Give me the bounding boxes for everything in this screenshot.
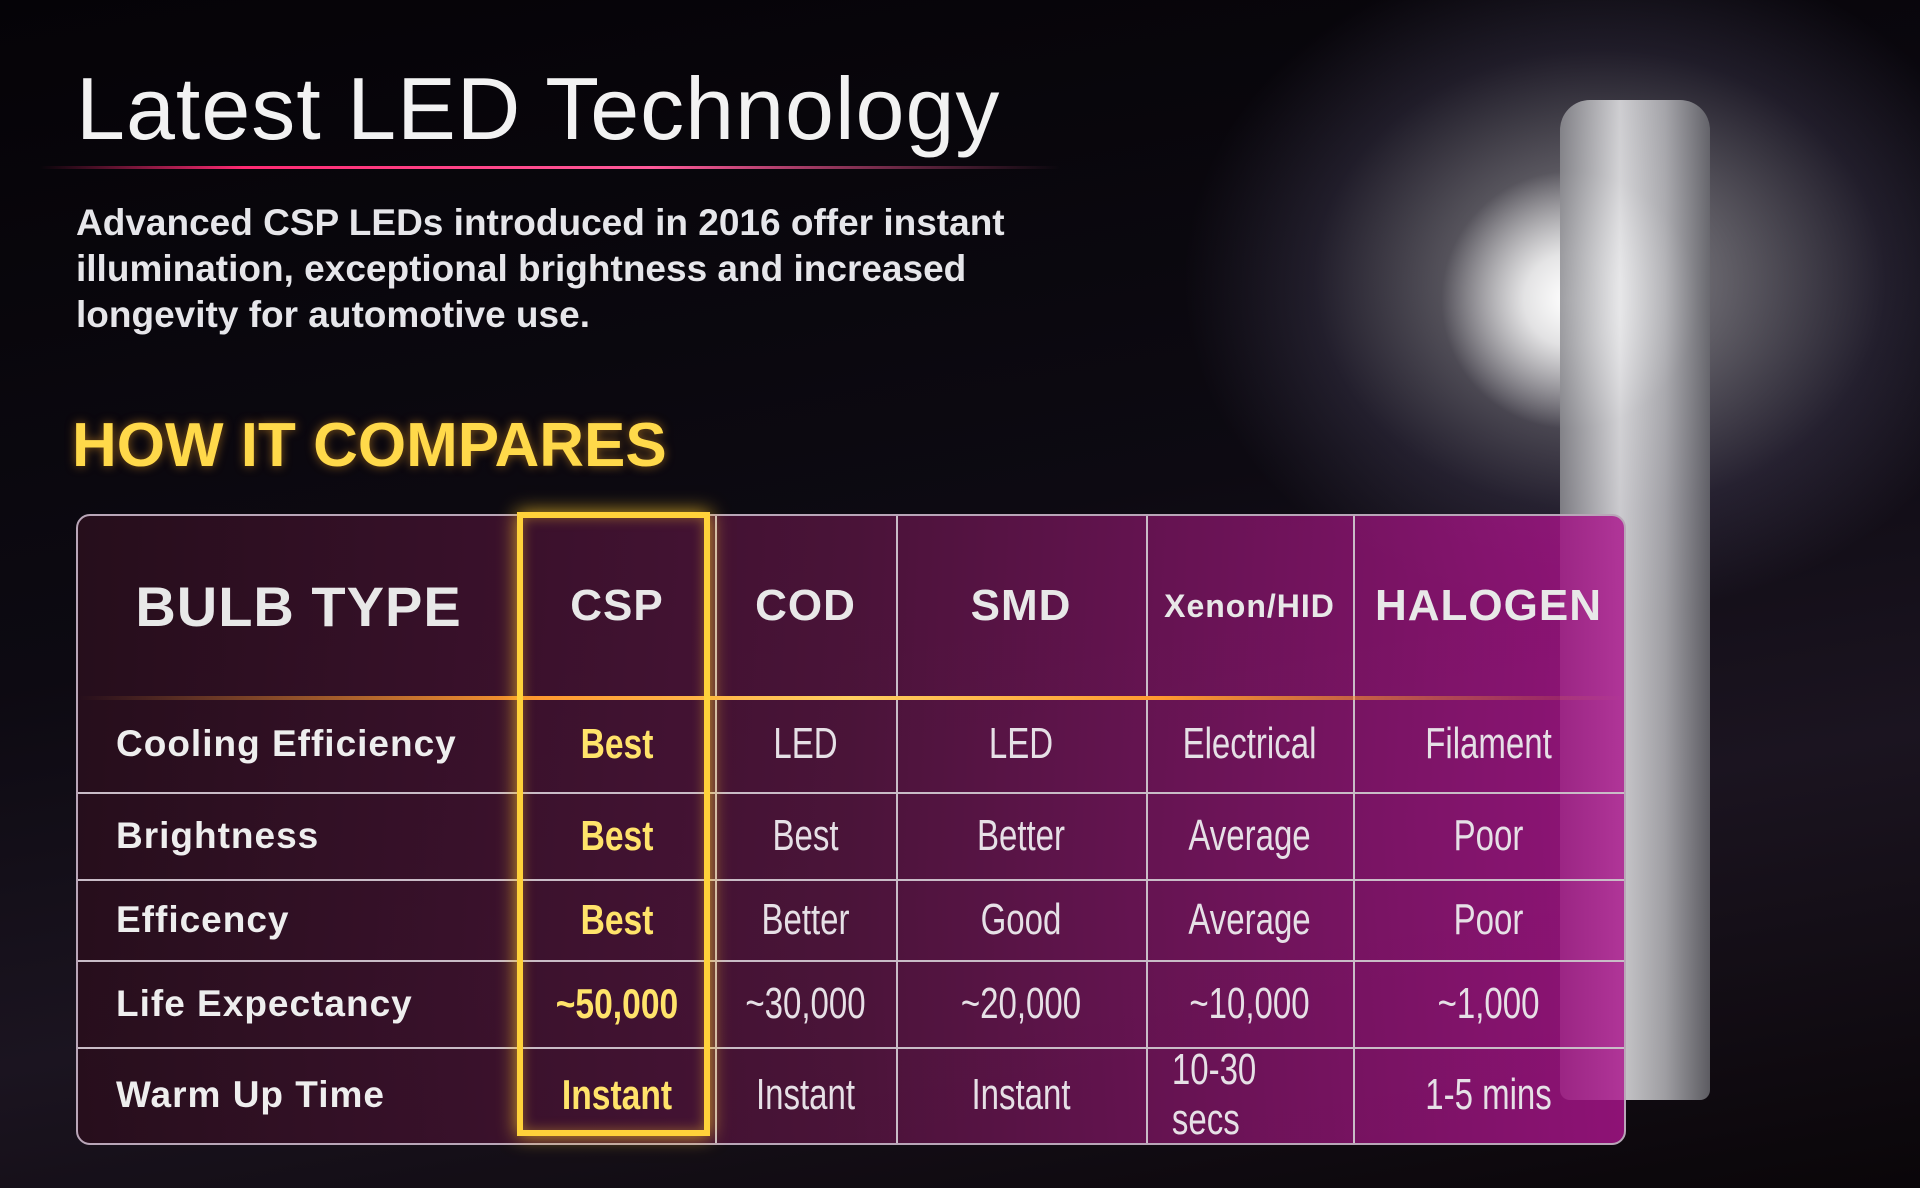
column-divider (896, 516, 898, 1143)
table-cell: Better (976, 810, 1066, 860)
table-cell: Average (1188, 894, 1311, 944)
table-cell: Instant (561, 1071, 673, 1118)
column-header: Xenon/HID (1164, 587, 1335, 624)
table-cell: ~1,000 (1437, 978, 1540, 1028)
highlight-box (517, 512, 710, 1136)
table-cell: LED (988, 719, 1054, 768)
table-cell: 10-30 secs (1171, 1045, 1257, 1144)
table-cell: Best (580, 895, 654, 943)
description-line: Advanced CSP LEDs introduced in 2016 off… (76, 202, 1005, 243)
description-line: illumination, exceptional brightness and… (76, 248, 967, 289)
table-cell: Filament (1425, 719, 1552, 768)
table-cell: Poor (1453, 894, 1524, 944)
description-line: longevity for automotive use. (76, 294, 590, 335)
column-divider (1353, 516, 1355, 1143)
section-heading: HOW IT COMPARES (72, 411, 667, 480)
row-divider (78, 879, 1624, 881)
table-cell: Poor (1453, 810, 1524, 860)
table-cell: Instant (971, 1070, 1071, 1119)
row-divider (78, 960, 1624, 962)
table-cell: ~20,000 (960, 978, 1082, 1028)
table-cell: LED (773, 719, 838, 768)
table-cell: 1-5 mins (1425, 1070, 1552, 1119)
table-cell: Good (980, 894, 1062, 944)
title: Latest LED Technology (76, 59, 1001, 158)
column-header: BULB TYPE (135, 574, 462, 638)
table-cell: Best (772, 810, 839, 860)
column-divider (1146, 516, 1148, 1143)
table-cell: Best (580, 720, 654, 767)
column-header: SMD (970, 581, 1072, 630)
column-header: COD (755, 581, 856, 630)
column-header: HALOGEN (1375, 581, 1602, 630)
row-label: Efficency (116, 898, 290, 940)
comparison-table: BULB TYPE CSP COD SMD Xenon/HID HALOGEN Coolin… (76, 514, 1626, 1145)
title-rule (40, 166, 1060, 169)
column-divider (715, 516, 717, 1143)
row-label: Cooling Efficiency (116, 723, 457, 764)
table-cell: Average (1188, 810, 1311, 860)
row-label: Life Expectancy (116, 982, 413, 1024)
table-cell: ~50,000 (555, 979, 679, 1027)
table-cell: Electrical (1182, 719, 1317, 768)
row-divider (78, 1047, 1624, 1049)
column-header: CSP (570, 581, 664, 630)
description: Advanced CSP LEDs introduced in 2016 off… (76, 200, 1005, 338)
table-cell: ~10,000 (1189, 978, 1310, 1028)
header-divider (78, 696, 1624, 700)
table-cell: Better (761, 894, 850, 944)
table-cell: ~30,000 (745, 978, 866, 1028)
row-label: Warm Up Time (116, 1074, 385, 1115)
row-label: Brightness (116, 814, 320, 856)
row-divider (78, 792, 1624, 794)
table-cell: Instant (755, 1070, 856, 1119)
table-cell: Best (580, 811, 654, 859)
